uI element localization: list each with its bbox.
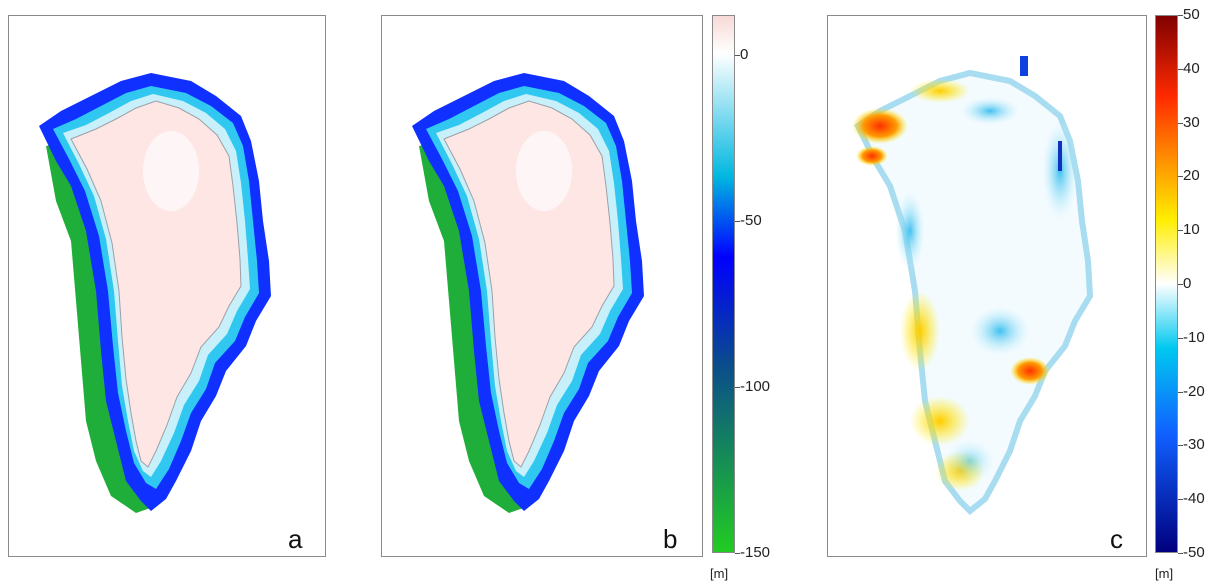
panel-letter-b: b (663, 524, 678, 554)
colorbar-tick (735, 220, 740, 222)
colorbar-tick-label: -40 (1183, 490, 1205, 508)
colorbar-tick-label: 10 (1183, 221, 1200, 239)
colorbar-tick-label: 40 (1183, 59, 1200, 77)
colorbar-tick (1178, 391, 1183, 393)
colorbar-tick-label: -50 (740, 211, 762, 229)
colorbar-tick (1178, 553, 1183, 554)
colorbar-tick-label: 50 (1183, 6, 1200, 23)
colorbar-c (1155, 15, 1178, 553)
colorbar-c-unit: [m] (1155, 566, 1174, 581)
colorbar-tick (1178, 230, 1183, 232)
colorbar-tick-label: -10 (1183, 328, 1205, 346)
colorbar-tick-label: -50 (1183, 544, 1205, 561)
colorbar-tick (1178, 337, 1183, 339)
colorbar-tick-label: 0 (740, 45, 749, 63)
colorbar-tick (1178, 15, 1183, 16)
map-panel-b: b (381, 15, 703, 557)
colorbar-tick-label: -20 (1183, 382, 1205, 400)
colorbar-tick (735, 54, 740, 56)
colorbar-tick-label: -30 (1183, 436, 1205, 454)
colorbar-tick-label: 20 (1183, 167, 1200, 185)
colorbar-tick (735, 386, 740, 388)
interior-highlight (516, 131, 572, 211)
colorbar-tick (1178, 499, 1183, 501)
greenland-ice-map-b (412, 73, 644, 513)
colorbar-ab-unit: [m] (710, 566, 729, 581)
interior-highlight (143, 131, 199, 211)
map-panel-a: a (8, 15, 326, 557)
colorbar-tick (1178, 68, 1183, 70)
colorbar-tick-label: -150 (740, 544, 771, 561)
map-panel-c: c (827, 15, 1147, 557)
colorbar-tick (735, 553, 740, 554)
colorbar-tick-label: -100 (740, 377, 771, 395)
ice-interior (443, 100, 615, 468)
colorbar-tick-label: 30 (1183, 113, 1200, 131)
colorbar-tick (1178, 445, 1183, 447)
colorbar-tick (1178, 284, 1183, 285)
colorbar-tick (1178, 176, 1183, 178)
greenland-elevation-difference-map-c (852, 56, 1094, 516)
colorbar-tick (1178, 122, 1183, 124)
colorbar-ab (712, 15, 735, 553)
ice-interior (70, 100, 242, 468)
panel-letter-c: c (1110, 524, 1123, 554)
panel-letter-a: a (288, 524, 303, 554)
greenland-ice-map-a (39, 73, 271, 513)
colorbar-tick-label: 0 (1183, 275, 1192, 292)
